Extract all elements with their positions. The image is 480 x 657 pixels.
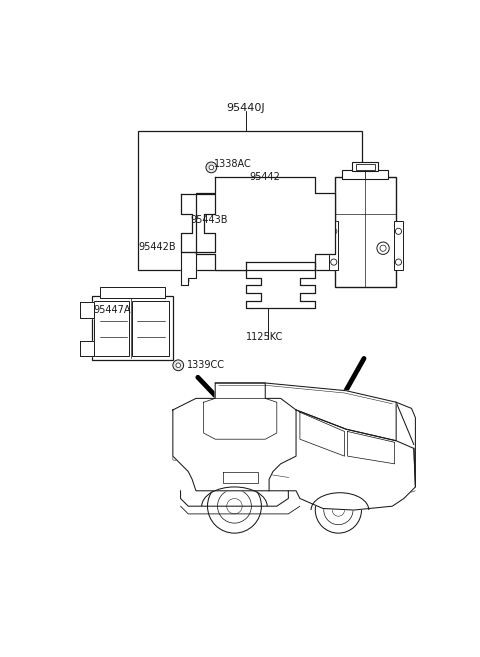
Circle shape	[183, 277, 189, 284]
Text: 95440J: 95440J	[227, 103, 265, 113]
Circle shape	[186, 239, 193, 246]
Polygon shape	[173, 383, 296, 491]
Circle shape	[377, 242, 389, 254]
Bar	[227, 200, 300, 250]
Circle shape	[396, 259, 402, 265]
Circle shape	[209, 165, 214, 170]
Text: 95442B: 95442B	[138, 242, 176, 252]
Bar	[92, 296, 173, 360]
Bar	[352, 162, 378, 171]
Circle shape	[306, 302, 312, 309]
Circle shape	[331, 228, 337, 235]
Circle shape	[217, 489, 252, 523]
Polygon shape	[81, 302, 94, 317]
Text: 95442: 95442	[250, 172, 281, 183]
Polygon shape	[196, 177, 335, 270]
Circle shape	[206, 162, 217, 173]
Text: 1339CC: 1339CC	[187, 360, 225, 371]
Circle shape	[304, 202, 312, 210]
Circle shape	[249, 302, 256, 309]
Polygon shape	[288, 410, 415, 510]
Bar	[138, 131, 361, 270]
Circle shape	[331, 259, 337, 265]
Circle shape	[396, 228, 402, 235]
Bar	[94, 301, 129, 356]
Circle shape	[223, 240, 230, 248]
Bar	[329, 221, 338, 270]
Circle shape	[186, 200, 193, 208]
Circle shape	[266, 445, 272, 451]
Bar	[342, 170, 388, 179]
Circle shape	[328, 415, 334, 420]
Circle shape	[207, 479, 262, 533]
Circle shape	[380, 245, 386, 252]
Circle shape	[227, 499, 242, 514]
Bar	[100, 286, 165, 298]
Bar	[356, 164, 374, 170]
Circle shape	[176, 363, 180, 367]
Polygon shape	[180, 252, 196, 285]
Polygon shape	[246, 262, 315, 308]
Text: 95443B: 95443B	[191, 215, 228, 225]
Circle shape	[332, 504, 345, 516]
Polygon shape	[215, 383, 396, 441]
Circle shape	[315, 487, 361, 533]
Bar	[132, 301, 169, 356]
Circle shape	[304, 240, 312, 248]
Text: 95447A: 95447A	[94, 305, 131, 315]
Text: 1338AC: 1338AC	[214, 158, 252, 169]
Circle shape	[324, 495, 353, 525]
Polygon shape	[180, 194, 215, 252]
Polygon shape	[81, 340, 94, 356]
Bar	[335, 177, 396, 286]
Circle shape	[173, 360, 184, 371]
Bar	[394, 221, 403, 270]
Text: 1125KC: 1125KC	[246, 332, 283, 342]
